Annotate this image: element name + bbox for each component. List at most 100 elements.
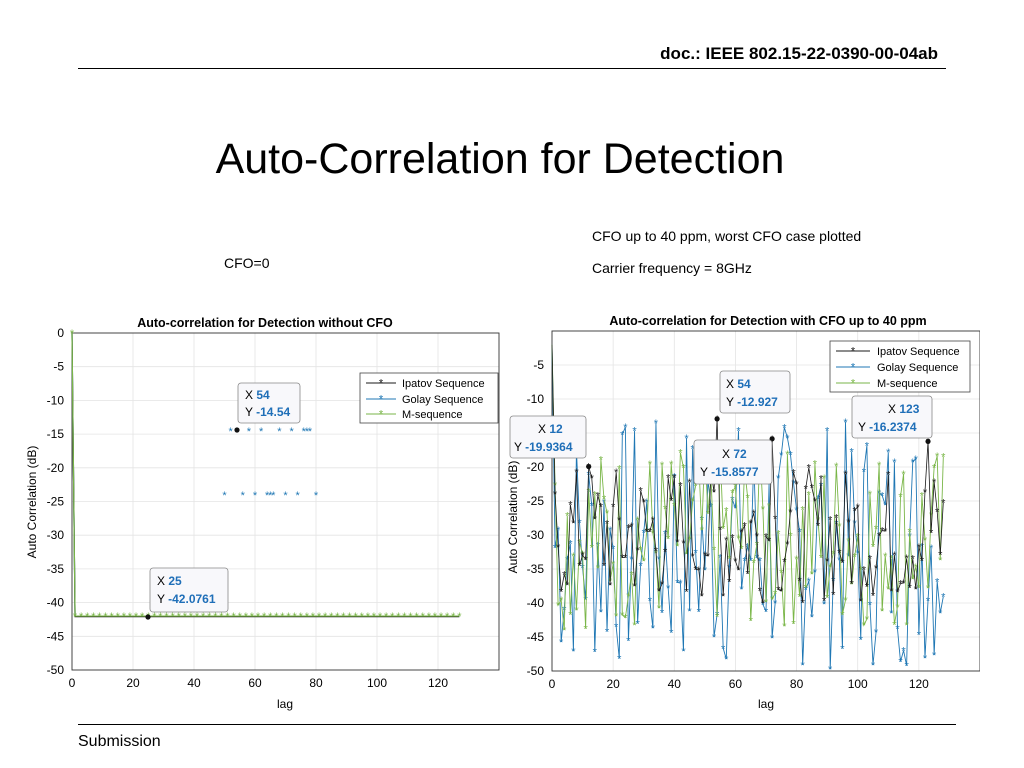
ipatov-point: * xyxy=(620,553,625,565)
golay-point: * xyxy=(599,607,604,619)
document-id: doc.: IEEE 802.15-22-0390-00-04ab xyxy=(660,44,938,63)
mseq-point: * xyxy=(171,611,176,623)
ipatov-point: * xyxy=(904,553,909,565)
legend: * Ipatov Sequence * Golay Sequence * M-s… xyxy=(829,340,971,393)
mseq-point: * xyxy=(941,452,946,464)
golay-point: * xyxy=(758,555,763,567)
ipatov-point: * xyxy=(583,554,588,566)
mseq-point: * xyxy=(681,463,686,475)
mseq-point: * xyxy=(232,611,237,623)
golay-point: * xyxy=(764,606,769,618)
x-tick-label: 40 xyxy=(187,676,201,690)
mseq-point: * xyxy=(831,549,836,561)
ipatov-point: * xyxy=(678,481,683,493)
mseq-point: * xyxy=(660,460,665,472)
mseq-point: * xyxy=(293,611,298,623)
golay-point: * xyxy=(605,626,610,638)
mseq-point: * xyxy=(262,611,267,623)
y-tick-label: -45 xyxy=(47,629,65,643)
golay-point: * xyxy=(296,490,301,502)
ipatov-point: * xyxy=(935,507,940,519)
mseq-point: * xyxy=(859,565,864,577)
x-axis-label: lag xyxy=(277,697,293,711)
legend-golay: Golay Sequence xyxy=(402,394,483,406)
mseq-point: * xyxy=(825,592,830,604)
ipatov-point: * xyxy=(590,473,595,485)
ipatov-point: * xyxy=(727,577,732,589)
ipatov-point: * xyxy=(605,518,610,530)
golay-point: * xyxy=(895,624,900,636)
mseq-point: * xyxy=(110,611,115,623)
mseq-point: * xyxy=(648,459,653,471)
svg-text:Y -19.9364: Y -19.9364 xyxy=(514,440,573,454)
golay-point: * xyxy=(666,583,671,595)
golay-point: * xyxy=(886,447,891,459)
x-tick-label: 40 xyxy=(668,677,682,691)
mseq-point: * xyxy=(433,611,438,623)
mseq-point: * xyxy=(853,551,858,563)
ipatov-point: * xyxy=(846,517,851,529)
golay-point: * xyxy=(883,500,888,512)
ipatov-point: * xyxy=(568,500,573,512)
ipatov-legend-marker: * xyxy=(851,346,856,358)
ipatov-point: * xyxy=(669,495,674,507)
golay-point: * xyxy=(639,561,644,573)
mseq-point: * xyxy=(620,610,625,622)
ipatov-point: * xyxy=(694,564,699,576)
mseq-point: * xyxy=(439,611,444,623)
golay-point: * xyxy=(776,473,781,485)
ipatov-point: * xyxy=(822,595,827,607)
ipatov-point: * xyxy=(635,545,640,557)
mseq-point: * xyxy=(299,611,304,623)
y-tick-label: -5 xyxy=(53,360,64,374)
ipatov-point: * xyxy=(657,586,662,598)
mseq-point: * xyxy=(865,614,870,626)
ipatov-point: * xyxy=(687,477,692,489)
golay-point: * xyxy=(568,539,573,551)
mseq-point: * xyxy=(752,557,757,569)
mseq-point: * xyxy=(152,611,157,623)
golay-point: * xyxy=(825,425,830,437)
golay-point: * xyxy=(843,417,848,429)
y-tick-label: -5 xyxy=(533,358,544,372)
golay-point: * xyxy=(917,629,922,641)
golay-point: * xyxy=(678,578,683,590)
mseq-point: * xyxy=(770,594,775,606)
x-tick-label: 80 xyxy=(790,677,804,691)
ipatov-point: * xyxy=(718,525,723,537)
golay-point: * xyxy=(687,606,692,618)
ipatov-point: * xyxy=(895,587,900,599)
golay-point: * xyxy=(755,553,760,565)
mseq-point: * xyxy=(788,531,793,543)
mseq-point: * xyxy=(617,463,622,475)
mseq-point: * xyxy=(378,611,383,623)
golay-point: * xyxy=(898,657,903,669)
ipatov-point: * xyxy=(908,583,913,595)
golay-point: * xyxy=(761,600,766,612)
mseq-point: * xyxy=(868,489,873,501)
mseq-point: * xyxy=(195,611,200,623)
ipatov-point: * xyxy=(892,550,897,562)
golay-point: * xyxy=(749,556,754,568)
golay-point: * xyxy=(703,565,708,577)
ipatov-point: * xyxy=(730,532,735,544)
ipatov-point: * xyxy=(797,575,802,587)
ipatov-point: * xyxy=(577,560,582,572)
ipatov-point: * xyxy=(651,515,656,527)
y-tick-label: -35 xyxy=(47,562,65,576)
mseq-point: * xyxy=(712,544,717,556)
golay-point: * xyxy=(617,653,622,665)
y-axis-label: Auto Correlation (dB) xyxy=(506,461,520,574)
mseq-point: * xyxy=(574,605,579,617)
mseq-point: * xyxy=(571,551,576,563)
mseq-point: * xyxy=(280,611,285,623)
mseq-point: * xyxy=(305,611,310,623)
golay-point: * xyxy=(308,426,313,438)
golay-point: * xyxy=(871,660,876,672)
mseq-point: * xyxy=(213,611,218,623)
mseq-point: * xyxy=(128,611,133,623)
golay-point: * xyxy=(929,543,934,555)
golay-point: * xyxy=(810,612,815,624)
ipatov-point: * xyxy=(880,526,885,538)
mseq-point: * xyxy=(819,553,824,565)
